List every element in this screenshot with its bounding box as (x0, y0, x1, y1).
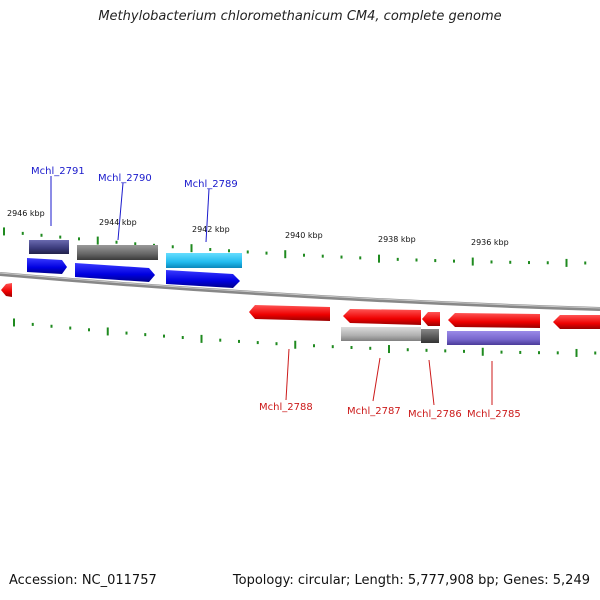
kbp-label-2938: 2938 kbp (378, 235, 416, 244)
genome-backbone-highlight (0, 272, 600, 309)
cds-arrow-mchl-2790[interactable] (75, 263, 155, 282)
gene-label-mchl-2787[interactable]: Mchl_2787 (347, 406, 401, 417)
label-leaders (50, 176, 493, 406)
kbp-label-2946: 2946 kbp (7, 209, 45, 218)
kbp-label-2942: 2942 kbp (192, 225, 230, 234)
cds-arrow-mchl-2786[interactable] (422, 312, 440, 326)
cds-arrow-mchl-2787[interactable] (343, 309, 421, 325)
cds-arrow-mchl-2788[interactable] (249, 305, 330, 321)
cog-block-mchl-2786[interactable] (421, 329, 439, 343)
cds-arrow-mchl-2785[interactable] (448, 313, 540, 328)
kbp-label-2940: 2940 kbp (285, 231, 323, 240)
gene-label-mchl-2786[interactable]: Mchl_2786 (408, 409, 462, 420)
cog-block-mchl-2787[interactable] (341, 327, 421, 341)
genome-summary-text: Topology: circular; Length: 5,777,908 bp… (232, 573, 590, 588)
cog-block-mchl-2789[interactable] (166, 253, 242, 268)
kbp-label-2936: 2936 kbp (471, 238, 509, 247)
cog-block-mchl-2791[interactable] (29, 240, 69, 254)
tick-row-inner (13, 318, 597, 357)
cds-track-forward (27, 258, 240, 288)
cog-block-mchl-2790[interactable] (77, 245, 158, 260)
tick-row-outer (3, 227, 587, 267)
cog-track-reverse (341, 327, 540, 345)
gene-label-mchl-2789[interactable]: Mchl_2789 (184, 179, 238, 190)
cds-arrow-mchl-2789[interactable] (166, 270, 240, 288)
cds-arrow-partial-right[interactable] (553, 315, 600, 329)
cog-block-mchl-2785[interactable] (447, 331, 540, 345)
map-title: Methylobacterium chloromethanicum CM4, c… (98, 9, 502, 24)
cds-arrow-partial-left[interactable] (1, 283, 12, 297)
accession-text: Accession: NC_011757 (9, 573, 157, 588)
cds-track-reverse (1, 283, 600, 329)
genome-backbone (0, 272, 600, 311)
gene-label-mchl-2785[interactable]: Mchl_2785 (467, 409, 521, 420)
gene-label-mchl-2790[interactable]: Mchl_2790 (98, 173, 152, 184)
gene-label-mchl-2791[interactable]: Mchl_2791 (31, 166, 85, 177)
cog-track-forward (29, 240, 242, 268)
gene-label-mchl-2788[interactable]: Mchl_2788 (259, 402, 313, 413)
cds-arrow-mchl-2791[interactable] (27, 258, 67, 274)
kbp-label-2944: 2944 kbp (99, 218, 137, 227)
